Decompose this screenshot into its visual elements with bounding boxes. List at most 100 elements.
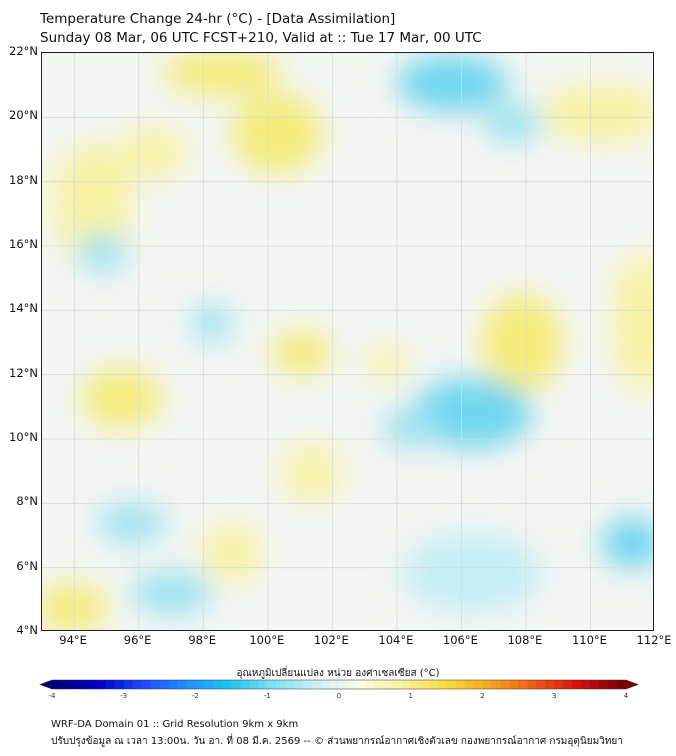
lat-tick-label: 18°N — [9, 172, 38, 187]
colorbar-tick-label: 3 — [552, 692, 557, 700]
colorbar-segment — [473, 680, 484, 689]
colorbar-segment — [347, 680, 358, 689]
colorbar-segment — [482, 680, 493, 689]
colorbar-outline — [39, 679, 639, 690]
colorbar-segment — [563, 680, 573, 689]
colorbar-segment — [321, 680, 331, 689]
colorbar-segment — [590, 680, 600, 689]
colorbar-tick-label: -4 — [48, 692, 56, 700]
colorbar-segment — [410, 680, 421, 689]
lon-tick-label: 96°E — [123, 633, 152, 647]
colorbar-segment — [105, 680, 116, 689]
temperature-field — [42, 53, 653, 630]
colorbar-segment — [186, 680, 197, 689]
graticule — [42, 53, 653, 630]
lat-tick-label: 4°N — [16, 623, 38, 637]
colorbar-segment — [527, 680, 537, 689]
chart-title: Temperature Change 24-hr (°C) - [Data As… — [40, 11, 396, 27]
colorbar-segment — [69, 680, 80, 689]
colorbar-segment — [500, 680, 511, 689]
colorbar-segment — [365, 680, 376, 689]
colorbar-segment — [374, 680, 385, 689]
colorbar-segment — [52, 680, 62, 689]
chart-subtitle: Sunday 08 Mar, 06 UTC FCST+210, Valid at… — [40, 30, 482, 46]
colorbar-segment — [240, 680, 250, 689]
colorbar-segment — [267, 680, 277, 689]
colorbar-segment — [312, 680, 322, 689]
lon-tick-label: 100°E — [249, 633, 285, 647]
colorbar-segment — [222, 680, 232, 689]
colorbar-segment — [455, 680, 466, 689]
colorbar-segment — [231, 680, 241, 689]
lat-tick-label: 14°N — [9, 301, 38, 316]
colorbar-tick-label: 2 — [480, 692, 485, 700]
temperature-change-map — [41, 52, 654, 631]
colorbar-min-arrow — [40, 680, 52, 689]
lon-tick-label: 104°E — [378, 633, 414, 647]
colorbar-segment — [249, 680, 259, 689]
colorbar-tick-label: 0 — [336, 692, 342, 700]
colorbar-segment — [159, 680, 170, 689]
colorbar-segment — [536, 680, 546, 689]
lon-tick-label: 102°E — [313, 633, 349, 647]
colorbar-segment — [509, 680, 519, 689]
lon-tick-label: 98°E — [188, 633, 216, 647]
colorbar-segment — [213, 680, 224, 689]
colorbar-label: อุณหภูมิเปลี่ยนแปลง หน่วย องศาเซลเซียส (… — [236, 668, 440, 679]
colorbar-segment — [168, 680, 179, 689]
lon-tick-label: 106°E — [442, 633, 478, 647]
lat-tick-label: 10°N — [9, 430, 38, 444]
colorbar-segment — [330, 680, 340, 689]
colorbar-segment — [258, 680, 268, 689]
colorbar-segment — [356, 680, 367, 689]
colorbar-segment — [60, 680, 71, 689]
colorbar-segment — [572, 680, 582, 689]
colorbar-tick-label: -1 — [263, 692, 271, 700]
footer-credit: ปรับปรุงข้อมูล ณ เวลา 13:00น. วัน อา. ที… — [51, 736, 623, 747]
colorbar-segment — [177, 680, 188, 689]
colorbar-segment — [518, 680, 528, 689]
colorbar-segment — [401, 680, 412, 689]
colorbar-segment — [150, 680, 161, 689]
lon-tick-label: 110°E — [571, 633, 607, 647]
colorbar-tick-label: 1 — [408, 692, 413, 700]
colorbar-segment — [123, 680, 134, 689]
lat-tick-label: 22°N — [9, 44, 38, 58]
colorbar-segment — [141, 680, 152, 689]
colorbar-segment — [383, 680, 394, 689]
colorbar-segment — [276, 680, 286, 689]
lon-tick-label: 108°E — [507, 633, 543, 647]
colorbar-segment — [303, 680, 313, 689]
lon-tick-label: 112°E — [636, 633, 672, 647]
colorbar-segment — [339, 680, 349, 689]
colorbar-segment — [204, 680, 215, 689]
lat-tick-label: 20°N — [9, 108, 38, 123]
colorbar-segment — [96, 680, 107, 689]
colorbar-segment — [78, 680, 89, 689]
lat-tick-label: 12°N — [9, 365, 38, 380]
colorbar-segment — [419, 680, 430, 689]
colorbar-segment — [491, 680, 502, 689]
lat-tick-label: 8°N — [16, 494, 38, 509]
colorbar-tick-label: 4 — [623, 692, 629, 700]
field-layer — [42, 53, 653, 630]
colorbar-segment — [545, 680, 555, 689]
colorbar-segment — [581, 680, 591, 689]
colorbar-segment — [446, 680, 457, 689]
colorbar-segment — [114, 680, 125, 689]
colorbar-segment — [428, 680, 439, 689]
lat-tick-label: 16°N — [9, 237, 38, 251]
lon-tick-label: 94°E — [59, 633, 87, 647]
colorbar-tick-label: -3 — [120, 692, 128, 700]
colorbar-segment — [294, 680, 304, 689]
colorbar-segment — [285, 680, 295, 689]
colorbar-segment — [87, 680, 98, 689]
colorbar-segment — [599, 680, 609, 689]
colorbar-segment — [437, 680, 448, 689]
lat-tick-label: 6°N — [16, 558, 38, 573]
footer-model-info: WRF-DA Domain 01 :: Grid Resolution 9km … — [51, 719, 299, 730]
colorbar-tick-label: -2 — [192, 692, 199, 700]
colorbar-segment — [464, 680, 475, 689]
colorbar-segment — [392, 680, 403, 689]
colorbar-segment — [132, 680, 143, 689]
